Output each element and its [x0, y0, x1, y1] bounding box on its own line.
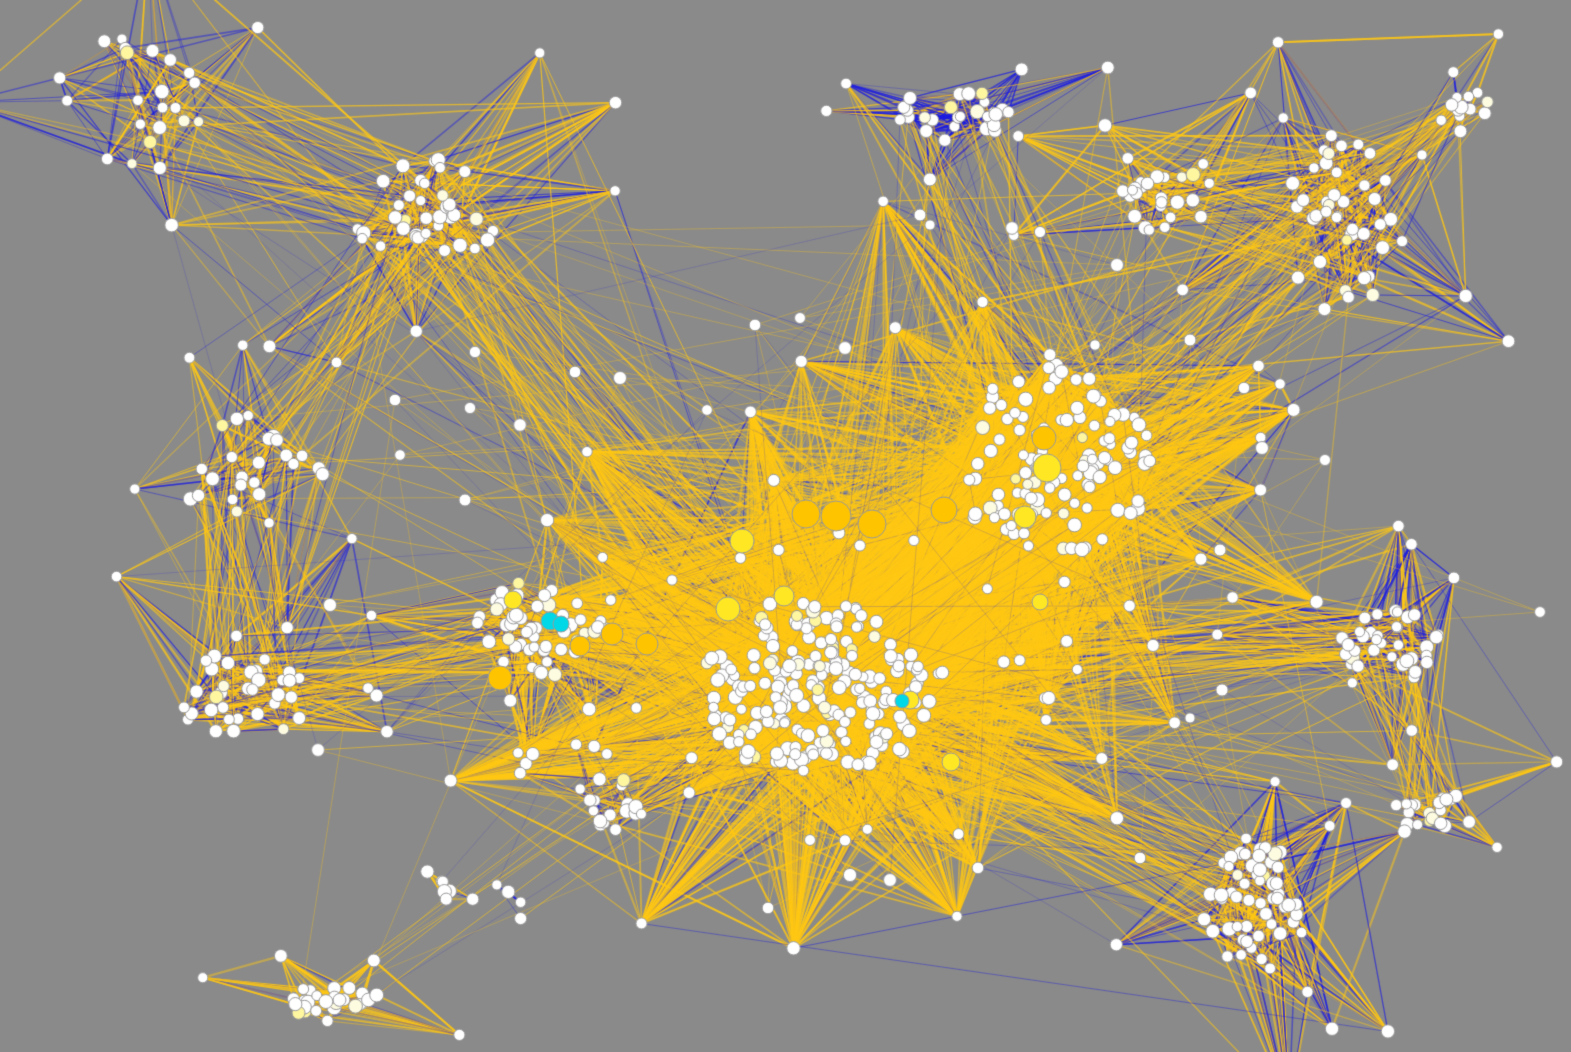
- network-graph-plot[interactable]: [0, 0, 1571, 1052]
- network-graph-canvas[interactable]: [0, 0, 1571, 1052]
